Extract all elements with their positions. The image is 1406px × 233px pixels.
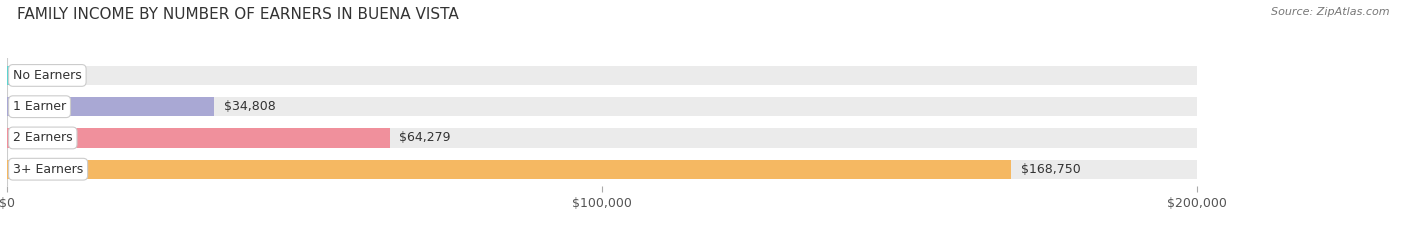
Bar: [7, 66, 1197, 85]
Bar: [7, 128, 389, 148]
Text: No Earners: No Earners: [13, 69, 82, 82]
Bar: [7, 97, 1197, 116]
Bar: [7, 160, 1011, 179]
Text: 3+ Earners: 3+ Earners: [13, 163, 83, 176]
Text: Source: ZipAtlas.com: Source: ZipAtlas.com: [1271, 7, 1389, 17]
Text: $0: $0: [17, 69, 32, 82]
Text: $64,279: $64,279: [399, 131, 450, 144]
Text: 1 Earner: 1 Earner: [13, 100, 66, 113]
Text: 2 Earners: 2 Earners: [13, 131, 73, 144]
Text: FAMILY INCOME BY NUMBER OF EARNERS IN BUENA VISTA: FAMILY INCOME BY NUMBER OF EARNERS IN BU…: [17, 7, 458, 22]
Text: $34,808: $34,808: [224, 100, 276, 113]
Bar: [7, 160, 1197, 179]
Bar: [7, 97, 214, 116]
Bar: [7, 66, 28, 85]
Text: $168,750: $168,750: [1021, 163, 1080, 176]
Bar: [7, 128, 1197, 148]
